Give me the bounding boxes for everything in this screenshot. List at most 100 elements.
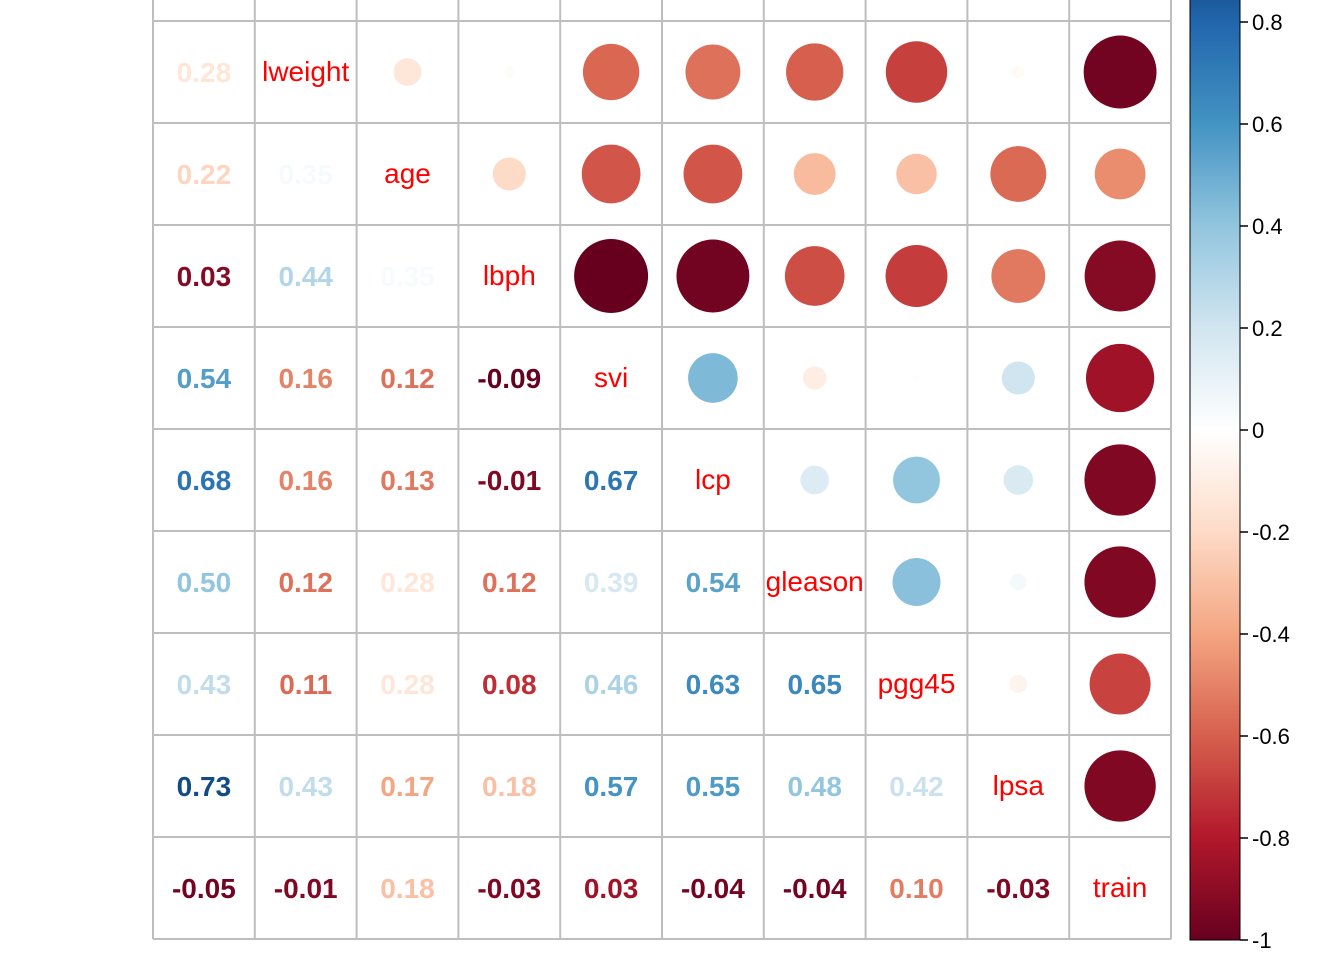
corr-circle-lcp-train xyxy=(1084,444,1156,516)
diagonal-labels: lcavollweightagelbphsvilcpgleasonpgg45lp… xyxy=(262,56,1147,903)
corr-value-lcp-lbph: -0.01 xyxy=(477,465,541,496)
corr-value-train-pgg45: 0.10 xyxy=(889,873,944,904)
corr-value-lpsa-age: 0.17 xyxy=(380,771,435,802)
corr-value-lbph-lweight: 0.44 xyxy=(278,261,333,292)
corr-value-svi-lweight: 0.16 xyxy=(278,363,333,394)
corr-value-train-lpsa: -0.03 xyxy=(986,873,1050,904)
corr-value-age-lweight: 0.35 xyxy=(278,159,333,190)
corr-value-lpsa-lcp: 0.55 xyxy=(686,771,741,802)
corr-circle-pgg45-lpsa xyxy=(1009,674,1028,694)
corr-circle-age-lpsa xyxy=(990,146,1047,202)
colorbar-tick-label: 0.8 xyxy=(1252,10,1283,35)
diag-label-age: age xyxy=(384,158,431,189)
corr-circle-lpsa-train xyxy=(1084,750,1156,822)
corr-value-gleason-lcavol: 0.50 xyxy=(177,567,232,598)
corr-circle-lweight-lpsa xyxy=(1011,65,1025,79)
corr-circle-lbph-svi xyxy=(574,239,649,313)
circle-cells xyxy=(393,35,1157,822)
colorbar-tick-label: 0.6 xyxy=(1252,112,1283,137)
corr-value-pgg45-svi: 0.46 xyxy=(584,669,639,700)
corr-value-lpsa-gleason: 0.48 xyxy=(787,771,842,802)
corr-value-svi-age: 0.12 xyxy=(380,363,435,394)
corr-circle-gleason-train xyxy=(1084,546,1156,618)
corr-value-train-age: 0.18 xyxy=(380,873,435,904)
diag-label-lweight: lweight xyxy=(262,56,349,87)
corr-circle-lweight-pgg45 xyxy=(885,41,948,103)
colorbar-tick-label: 0 xyxy=(1252,418,1264,443)
corr-circle-lweight-lbph xyxy=(504,66,515,78)
corr-circle-age-lcp xyxy=(683,144,743,204)
colorbar-tick-label: -0.6 xyxy=(1252,724,1290,749)
corr-value-gleason-svi: 0.39 xyxy=(584,567,639,598)
diag-label-svi: svi xyxy=(594,362,628,393)
corr-circle-gleason-lpsa xyxy=(1010,573,1027,591)
corr-circle-svi-lpsa xyxy=(1001,361,1035,395)
colorbar-tick-label: -0.8 xyxy=(1252,826,1290,851)
corr-value-pgg45-lcp: 0.63 xyxy=(686,669,741,700)
corr-value-pgg45-lbph: 0.08 xyxy=(482,669,537,700)
corr-value-train-lcp: -0.04 xyxy=(681,873,745,904)
corr-value-lpsa-lweight: 0.43 xyxy=(278,771,333,802)
corr-circle-svi-lcp xyxy=(688,353,738,403)
corr-value-train-lweight: -0.01 xyxy=(274,873,338,904)
colorbar-tick-label: 0.4 xyxy=(1252,214,1283,239)
diag-label-train: train xyxy=(1093,872,1147,903)
diag-label-lcp: lcp xyxy=(695,464,731,495)
corr-value-train-svi: 0.03 xyxy=(584,873,639,904)
corr-value-pgg45-gleason: 0.65 xyxy=(787,669,842,700)
colorbar-gradient xyxy=(1189,0,1241,941)
corr-value-lcp-svi: 0.67 xyxy=(584,465,639,496)
corr-value-gleason-age: 0.28 xyxy=(380,567,435,598)
corr-value-lcp-lcavol: 0.68 xyxy=(177,465,232,496)
corr-circle-age-pgg45 xyxy=(896,153,937,195)
colorbar-tick-label: -0.2 xyxy=(1252,520,1290,545)
corr-circle-pgg45-train xyxy=(1089,653,1151,715)
corr-circle-lcp-lpsa xyxy=(1003,465,1034,495)
corr-circle-lweight-svi xyxy=(582,43,640,101)
colorbar-tick-label: -0.4 xyxy=(1252,622,1290,647)
corr-circle-lcp-pgg45 xyxy=(893,456,940,504)
corr-value-lpsa-lbph: 0.18 xyxy=(482,771,537,802)
corr-circle-lbph-lpsa xyxy=(991,249,1046,303)
corr-value-pgg45-lweight: 0.11 xyxy=(279,669,332,700)
corr-value-gleason-lweight: 0.12 xyxy=(278,567,333,598)
corr-value-svi-lbph: -0.09 xyxy=(477,363,541,394)
corr-value-pgg45-lcavol: 0.43 xyxy=(177,669,232,700)
corr-circle-age-gleason xyxy=(793,153,836,195)
corr-value-lcp-age: 0.13 xyxy=(380,465,435,496)
corr-value-gleason-lcp: 0.54 xyxy=(686,567,741,598)
number-cells: 0.28 0.22 0.35 0.03 0.44 0.35 0.54 0.16 0.12 -0.0… xyxy=(172,57,1050,904)
corr-circle-lweight-train xyxy=(1083,35,1157,109)
colorbar-tick-label: 0.2 xyxy=(1252,316,1283,341)
corr-value-gleason-lbph: 0.12 xyxy=(482,567,537,598)
corr-value-lweight-lcavol: 0.28 xyxy=(177,57,232,88)
corr-circle-age-lbph xyxy=(492,157,526,191)
corr-circle-age-train xyxy=(1094,148,1146,200)
corr-circle-lweight-gleason xyxy=(786,43,844,101)
corr-value-svi-lcavol: 0.54 xyxy=(177,363,232,394)
corr-value-age-lcavol: 0.22 xyxy=(177,159,232,190)
corr-circle-lcp-gleason xyxy=(800,465,830,495)
corr-circle-lbph-train xyxy=(1084,240,1156,312)
corr-value-lbph-lcavol: 0.03 xyxy=(177,261,232,292)
corr-circle-lbph-pgg45 xyxy=(885,245,948,307)
corr-circle-lweight-lcp xyxy=(685,44,741,100)
corr-value-lpsa-svi: 0.57 xyxy=(584,771,639,802)
corr-circle-lweight-age xyxy=(393,58,422,86)
corr-circle-svi-gleason xyxy=(802,366,827,390)
corr-value-lpsa-lcavol: 0.73 xyxy=(177,771,232,802)
corr-value-train-gleason: -0.04 xyxy=(783,873,847,904)
colorbar-tick-label: -1 xyxy=(1252,928,1272,953)
corr-circle-age-svi xyxy=(581,144,641,204)
corr-value-lbph-age: 0.35 xyxy=(380,261,435,292)
diag-label-lpsa: lpsa xyxy=(993,770,1045,801)
corr-circle-svi-train xyxy=(1085,343,1155,413)
corr-circle-svi-pgg45 xyxy=(912,374,921,382)
corr-value-pgg45-age: 0.28 xyxy=(380,669,435,700)
corr-value-lcp-lweight: 0.16 xyxy=(278,465,333,496)
corr-circle-lbph-lcp xyxy=(676,239,750,313)
corr-value-train-lbph: -0.03 xyxy=(477,873,541,904)
diag-label-gleason: gleason xyxy=(766,566,864,597)
corr-value-train-lcavol: -0.05 xyxy=(172,873,236,904)
